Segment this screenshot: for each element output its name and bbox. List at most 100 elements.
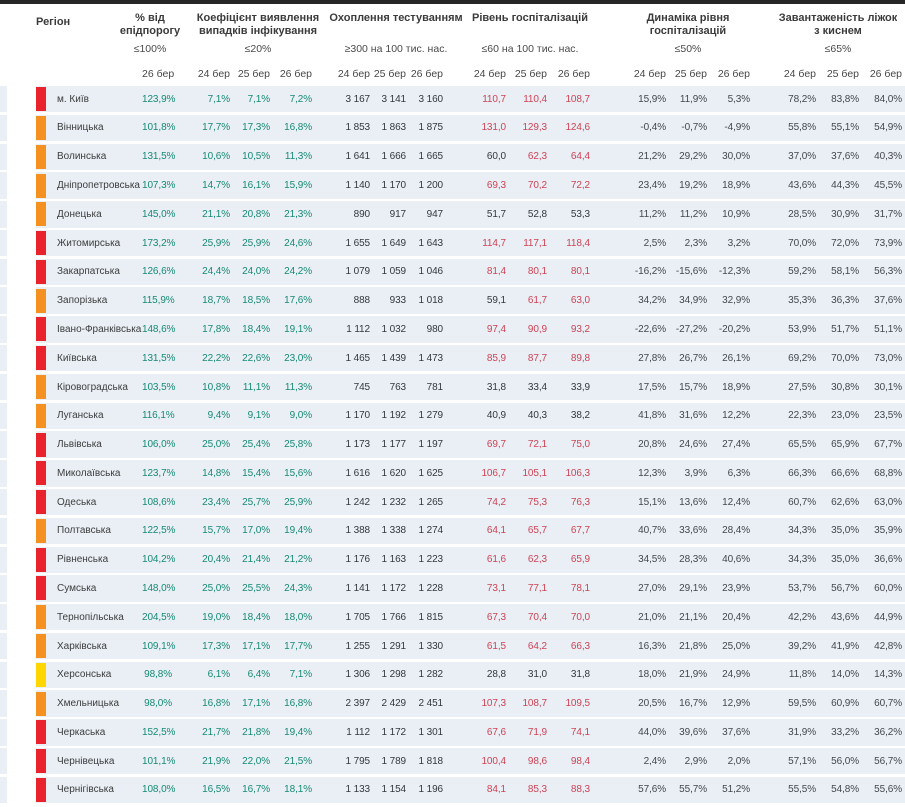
hospitalization-level-value: 51,7 — [486, 208, 506, 220]
testing-coverage-value: 1 265 — [418, 496, 443, 508]
hospitalization-level-value: 66,3 — [570, 640, 590, 652]
oxygen-beds-occupancy-value: 40,3% — [874, 151, 902, 163]
testing-coverage-value: 1 177 — [381, 439, 406, 451]
oxygen-beds-occupancy-value: 14,0% — [831, 669, 859, 681]
testing-coverage-value: 1 112 — [346, 726, 370, 738]
hospitalization-dynamics-value: -0,4% — [640, 122, 666, 134]
hospitalization-dynamics-value: 16,3% — [638, 640, 666, 652]
detection-coefficient-value: 11,3% — [284, 151, 312, 163]
status-marker — [36, 662, 46, 687]
hospitalization-dynamics-value: 39,6% — [679, 726, 707, 738]
table-row: Житомирська 173,2% 25,9% 25,9% 24,6% 1 655 1 6… — [0, 229, 905, 257]
testing-coverage-value: 1 789 — [381, 755, 406, 767]
status-marker — [36, 173, 46, 198]
oxygen-beds-occupancy-value: 58,1% — [831, 266, 859, 278]
row-left-strip — [0, 690, 7, 717]
oxygen-beds-occupancy-value: 30,8% — [831, 381, 859, 393]
epid-threshold-value: 145,0% — [142, 208, 176, 220]
testing-coverage-value: 888 — [353, 295, 370, 307]
hospitalization-dynamics-value: 30,0% — [722, 151, 750, 163]
testing-coverage-value: 1 338 — [381, 525, 406, 537]
region-name: Закарпатська — [57, 266, 120, 278]
row-left-strip — [0, 604, 7, 631]
hospitalization-level-value: 75,0 — [570, 439, 590, 451]
oxygen-beds-occupancy-value: 34,3% — [788, 525, 816, 537]
oxygen-beds-occupancy-value: 23,0% — [831, 410, 859, 422]
hospitalization-level-value: 64,4 — [570, 151, 590, 163]
hospitalization-level-value: 106,7 — [481, 467, 506, 479]
detection-coefficient-value: 17,8% — [202, 323, 230, 335]
row-left-strip — [0, 546, 7, 573]
detection-coefficient-value: 15,4% — [242, 467, 270, 479]
status-marker — [36, 605, 46, 630]
hospitalization-level-value: 110,7 — [482, 93, 506, 105]
hospitalization-level-value: 31,0 — [527, 669, 547, 681]
oxygen-beds-occupancy-value: 31,7% — [874, 208, 902, 220]
hospitalization-dynamics-value: 12,9% — [722, 698, 750, 710]
row-band: Херсонська 98,8% 6,1% 6,4% 7,1% 1 306 1 298 1 2… — [36, 661, 905, 689]
row-left-strip — [0, 316, 7, 343]
group-threshold: ≤20% — [244, 43, 272, 55]
testing-coverage-value: 745 — [353, 381, 370, 393]
epid-threshold-value: 148,0% — [142, 582, 176, 594]
status-marker — [36, 87, 46, 112]
row-left-strip — [0, 287, 7, 314]
testing-coverage-value: 1 306 — [345, 669, 370, 681]
column-group-detection-coefficient: Коефіцієнт виявлення випадків інфікуванн… — [181, 12, 335, 55]
table-row: Хмельницька 98,0% 16,8% 17,1% 16,8% 2 397 2 42… — [0, 690, 905, 717]
detection-coefficient-value: 25,8% — [284, 439, 312, 451]
hospitalization-level-value: 108,7 — [565, 93, 590, 105]
hospitalization-level-value: 33,4 — [527, 381, 547, 393]
hospitalization-dynamics-value: 2,5% — [643, 237, 667, 249]
table-row: Харківська 109,1% 17,3% 17,1% 17,7% 1 255 1 29… — [0, 632, 905, 660]
row-band: Донецька 145,0% 21,1% 20,8% 21,3% 890 917 947 51… — [36, 201, 905, 228]
hospitalization-dynamics-value: 15,9% — [638, 93, 666, 105]
row-left-strip — [0, 488, 7, 516]
testing-coverage-value: 1 170 — [345, 410, 370, 422]
detection-coefficient-value: 16,5% — [202, 784, 230, 796]
detection-coefficient-value: 17,7% — [202, 122, 230, 134]
hospitalization-level-value: 84,1 — [486, 784, 506, 796]
row-band: Івано-Франківська 148,6% 17,8% 18,4% 19,1% 1 … — [36, 316, 905, 343]
hospitalization-level-value: 80,1 — [570, 266, 590, 278]
detection-coefficient-value: 6,4% — [247, 669, 271, 681]
table-row: Рівненська 104,2% 20,4% 21,4% 21,2% 1 176 1 16… — [0, 546, 905, 573]
row-left-strip — [0, 575, 7, 602]
row-band: Чернівецька 101,1% 21,9% 22,0% 21,5% 1 795 1 7… — [36, 747, 905, 775]
table-row: Херсонська 98,8% 6,1% 6,4% 7,1% 1 306 1 298 1 2… — [0, 661, 905, 689]
testing-coverage-value: 917 — [389, 208, 406, 220]
region-name: Київська — [57, 352, 97, 364]
oxygen-beds-occupancy-value: 37,6% — [831, 151, 859, 163]
testing-coverage-value: 1 655 — [345, 237, 370, 249]
hospitalization-level-value: 62,3 — [527, 554, 547, 566]
region-name: Хмельницька — [57, 698, 120, 710]
status-marker — [36, 634, 46, 659]
hospitalization-dynamics-value: 10,9% — [722, 208, 750, 220]
testing-coverage-value: 1 465 — [345, 352, 370, 364]
hospitalization-level-value: 70,2 — [527, 180, 547, 192]
oxygen-beds-occupancy-value: 53,7% — [788, 582, 816, 594]
hospitalization-level-value: 76,3 — [570, 496, 590, 508]
date-label: 24 бер — [197, 68, 230, 80]
testing-coverage-value: 1 112 — [346, 323, 370, 335]
row-band: Дніпропетровська 107,3% 14,7% 16,1% 15,9% 1 1… — [36, 172, 905, 199]
testing-coverage-value: 1 274 — [418, 525, 443, 537]
oxygen-beds-occupancy-value: 73,9% — [874, 237, 902, 249]
testing-coverage-value: 1 032 — [381, 323, 406, 335]
detection-coefficient-value: 19,4% — [284, 726, 312, 738]
oxygen-beds-occupancy-value: 70,0% — [831, 352, 859, 364]
oxygen-beds-occupancy-value: 42,8% — [874, 640, 902, 652]
detection-coefficient-value: 15,9% — [284, 180, 312, 192]
row-left-strip — [0, 201, 7, 228]
hospitalization-level-value: 52,8 — [527, 208, 547, 220]
testing-coverage-value: 1 766 — [381, 611, 406, 623]
oxygen-beds-occupancy-value: 68,8% — [874, 467, 902, 479]
detection-coefficient-value: 16,8% — [284, 698, 312, 710]
epid-threshold-value: 123,9% — [142, 93, 176, 105]
status-marker — [36, 144, 46, 169]
detection-coefficient-value: 16,8% — [284, 122, 312, 134]
epid-threshold-value: 122,5% — [142, 525, 176, 537]
hospitalization-dynamics-value: 34,9% — [679, 295, 707, 307]
testing-coverage-value: 1 163 — [381, 554, 406, 566]
date-label: 26 бер — [869, 68, 902, 80]
